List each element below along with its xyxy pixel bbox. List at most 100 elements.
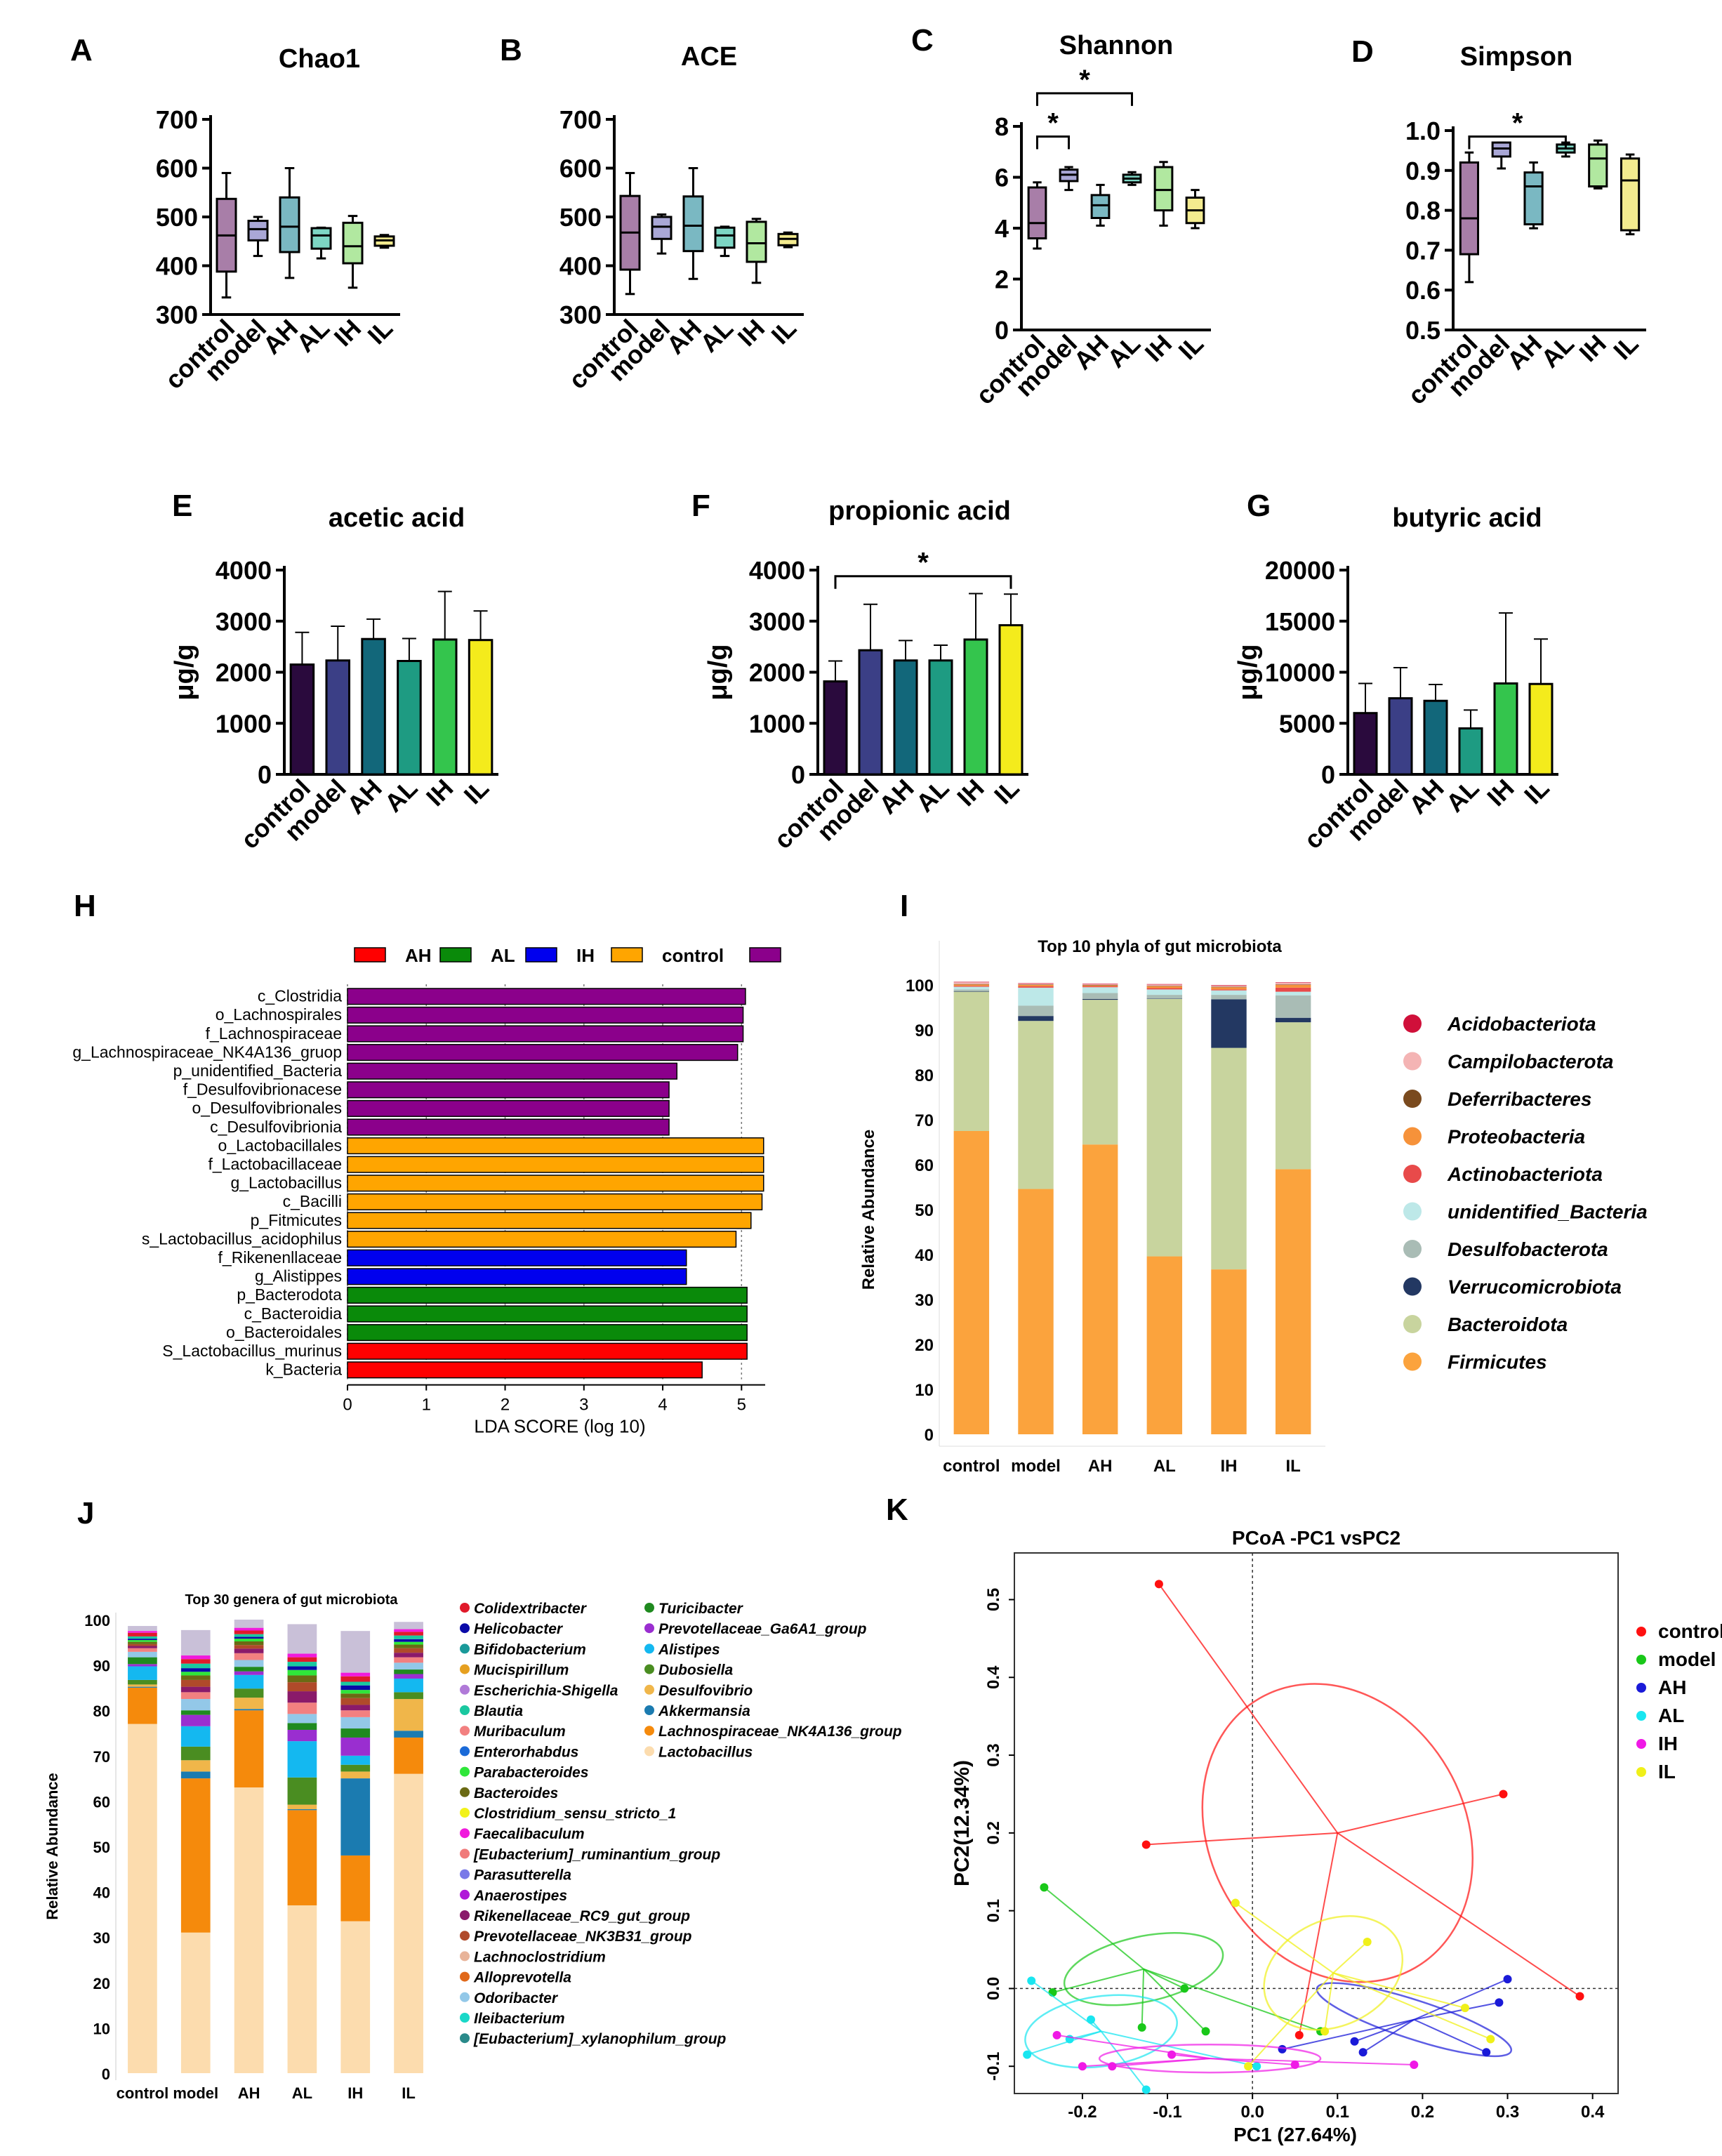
legend-label: Turicibacter bbox=[658, 1601, 744, 1617]
legend-label: Faecalibaculum bbox=[474, 1826, 585, 1842]
stack-segment bbox=[340, 1728, 371, 1738]
legend-swatch bbox=[1403, 1127, 1422, 1146]
stack-segment bbox=[180, 1679, 211, 1687]
y-tick-label: 400 bbox=[156, 252, 198, 281]
x-tick-label: AH bbox=[238, 2084, 260, 2102]
stack-segment bbox=[1275, 1169, 1311, 1434]
centroid-spoke bbox=[1337, 1832, 1581, 1997]
legend-label: Anaerostipes bbox=[473, 1888, 567, 1904]
centroid-spoke bbox=[1298, 1832, 1339, 2036]
centroid-spoke bbox=[1354, 2018, 1415, 2042]
scatter-point bbox=[1052, 2030, 1061, 2039]
y-tick-label: 500 bbox=[156, 203, 198, 232]
bar-mark bbox=[893, 659, 918, 776]
y-axis-label: μg/g bbox=[1233, 644, 1263, 700]
scatter-point bbox=[1180, 1984, 1189, 1993]
legend-label: IH bbox=[576, 945, 595, 966]
group-ellipse bbox=[1024, 1994, 1178, 2069]
y-tick-label: 1.0 bbox=[1405, 117, 1440, 145]
scatter-point bbox=[1482, 2048, 1491, 2057]
scatter-point bbox=[1320, 2027, 1330, 2036]
legend-swatch bbox=[460, 1603, 470, 1613]
centroid-spoke bbox=[1146, 1832, 1338, 1846]
y-tick-label: 3000 bbox=[749, 607, 805, 636]
panel-letter-c: C bbox=[911, 23, 934, 58]
stack-segment bbox=[1211, 990, 1247, 996]
stack-segment bbox=[953, 981, 990, 983]
stack-segment bbox=[234, 1627, 264, 1631]
lda-bar bbox=[347, 1231, 737, 1248]
significance-star: * bbox=[1512, 108, 1523, 139]
legend-swatch bbox=[460, 1869, 470, 1879]
legend-label: model bbox=[1658, 1648, 1716, 1670]
legend-swatch bbox=[460, 1849, 470, 1859]
legend-label: Bacteroides bbox=[474, 1785, 558, 1801]
stack-segment bbox=[953, 982, 990, 984]
legend-swatch bbox=[1403, 1315, 1422, 1333]
lda-bar bbox=[347, 1044, 739, 1062]
scatter-point bbox=[1023, 2050, 1032, 2059]
chart-title: Top 10 phyla of gut microbiota bbox=[1038, 937, 1282, 956]
x-tick-label: IH bbox=[420, 774, 458, 812]
stack-segment bbox=[234, 1620, 264, 1628]
x-tick-label: IH bbox=[951, 774, 989, 812]
x-tick-label: model bbox=[173, 2084, 218, 2102]
y-tick-label: 1000 bbox=[216, 709, 272, 738]
panel-letter-j: J bbox=[77, 1496, 94, 1530]
legend-swatch bbox=[1636, 1655, 1646, 1665]
legend-label: AH bbox=[405, 945, 432, 966]
stack-segment bbox=[394, 1648, 423, 1653]
y-tick-label: 10 bbox=[915, 1381, 934, 1400]
legend-label: Blautia bbox=[474, 1703, 523, 1719]
stack-segment bbox=[1211, 985, 1247, 987]
centroid-spoke bbox=[1112, 2058, 1210, 2068]
y-tick-label: 70 bbox=[93, 1748, 110, 1766]
stack-segment bbox=[1211, 985, 1247, 986]
stack-segment bbox=[180, 1771, 211, 1779]
scatter-point bbox=[1495, 1998, 1504, 2007]
stack-segment bbox=[128, 1626, 157, 1632]
stack-segment bbox=[287, 1682, 317, 1692]
chart-title: Top 30 genera of gut microbiota bbox=[185, 1592, 399, 1608]
stack-segment bbox=[1211, 995, 1247, 1000]
x-tick-label: control bbox=[943, 1457, 1000, 1476]
x-tick-label: AL bbox=[291, 314, 335, 358]
legend-swatch bbox=[354, 947, 386, 963]
centroid-spoke bbox=[1171, 2054, 1210, 2060]
x-tick-label: IL bbox=[766, 314, 802, 350]
y-tick-label: 80 bbox=[93, 1702, 110, 1720]
y-tick-label: 300 bbox=[156, 300, 198, 329]
legend-swatch bbox=[460, 1992, 470, 2002]
scatter-point bbox=[1244, 2062, 1253, 2071]
stack-segment bbox=[234, 1660, 264, 1667]
stack-segment bbox=[340, 1737, 371, 1756]
centroid-spoke bbox=[1057, 2034, 1210, 2060]
y-tick-label: 80 bbox=[915, 1066, 934, 1085]
x-tick-label: 0.2 bbox=[1411, 2103, 1434, 2122]
legend-label: Bifidobacterium bbox=[474, 1641, 586, 1658]
box-mark bbox=[247, 220, 269, 242]
stack-segment bbox=[180, 1778, 211, 1933]
centroid-spoke bbox=[1141, 1969, 1145, 2028]
box-mark bbox=[651, 216, 673, 240]
lda-bar-label: p_unidentified_Bacteria bbox=[173, 1062, 343, 1080]
chart-title: PCoA -PC1 vsPC2 bbox=[1232, 1527, 1400, 1549]
x-tick-label: IL bbox=[1608, 329, 1644, 366]
y-tick-label: 30 bbox=[915, 1291, 934, 1310]
x-tick-label: IL bbox=[1286, 1457, 1301, 1476]
legend-label: AH bbox=[1658, 1676, 1686, 1698]
x-tick-label: 0 bbox=[343, 1396, 352, 1415]
lda-bar-label: c_Bacteroidia bbox=[244, 1304, 343, 1323]
centroid-spoke bbox=[1247, 1972, 1334, 2067]
stack-segment bbox=[1146, 984, 1183, 986]
stack-segment bbox=[180, 1675, 211, 1680]
legend-swatch bbox=[460, 1828, 470, 1839]
panel-j: Top 30 genera of gut microbiota 0 10 20 30 40… bbox=[44, 1592, 902, 2102]
scatter-point bbox=[1252, 2062, 1261, 2071]
y-tick-label: 0 bbox=[791, 760, 805, 789]
stack-segment bbox=[1082, 987, 1118, 993]
stack-segment bbox=[1146, 1256, 1183, 1434]
bar-mark bbox=[1528, 682, 1554, 776]
y-tick-label: 60 bbox=[915, 1156, 934, 1175]
stack-segment bbox=[1082, 985, 1118, 986]
